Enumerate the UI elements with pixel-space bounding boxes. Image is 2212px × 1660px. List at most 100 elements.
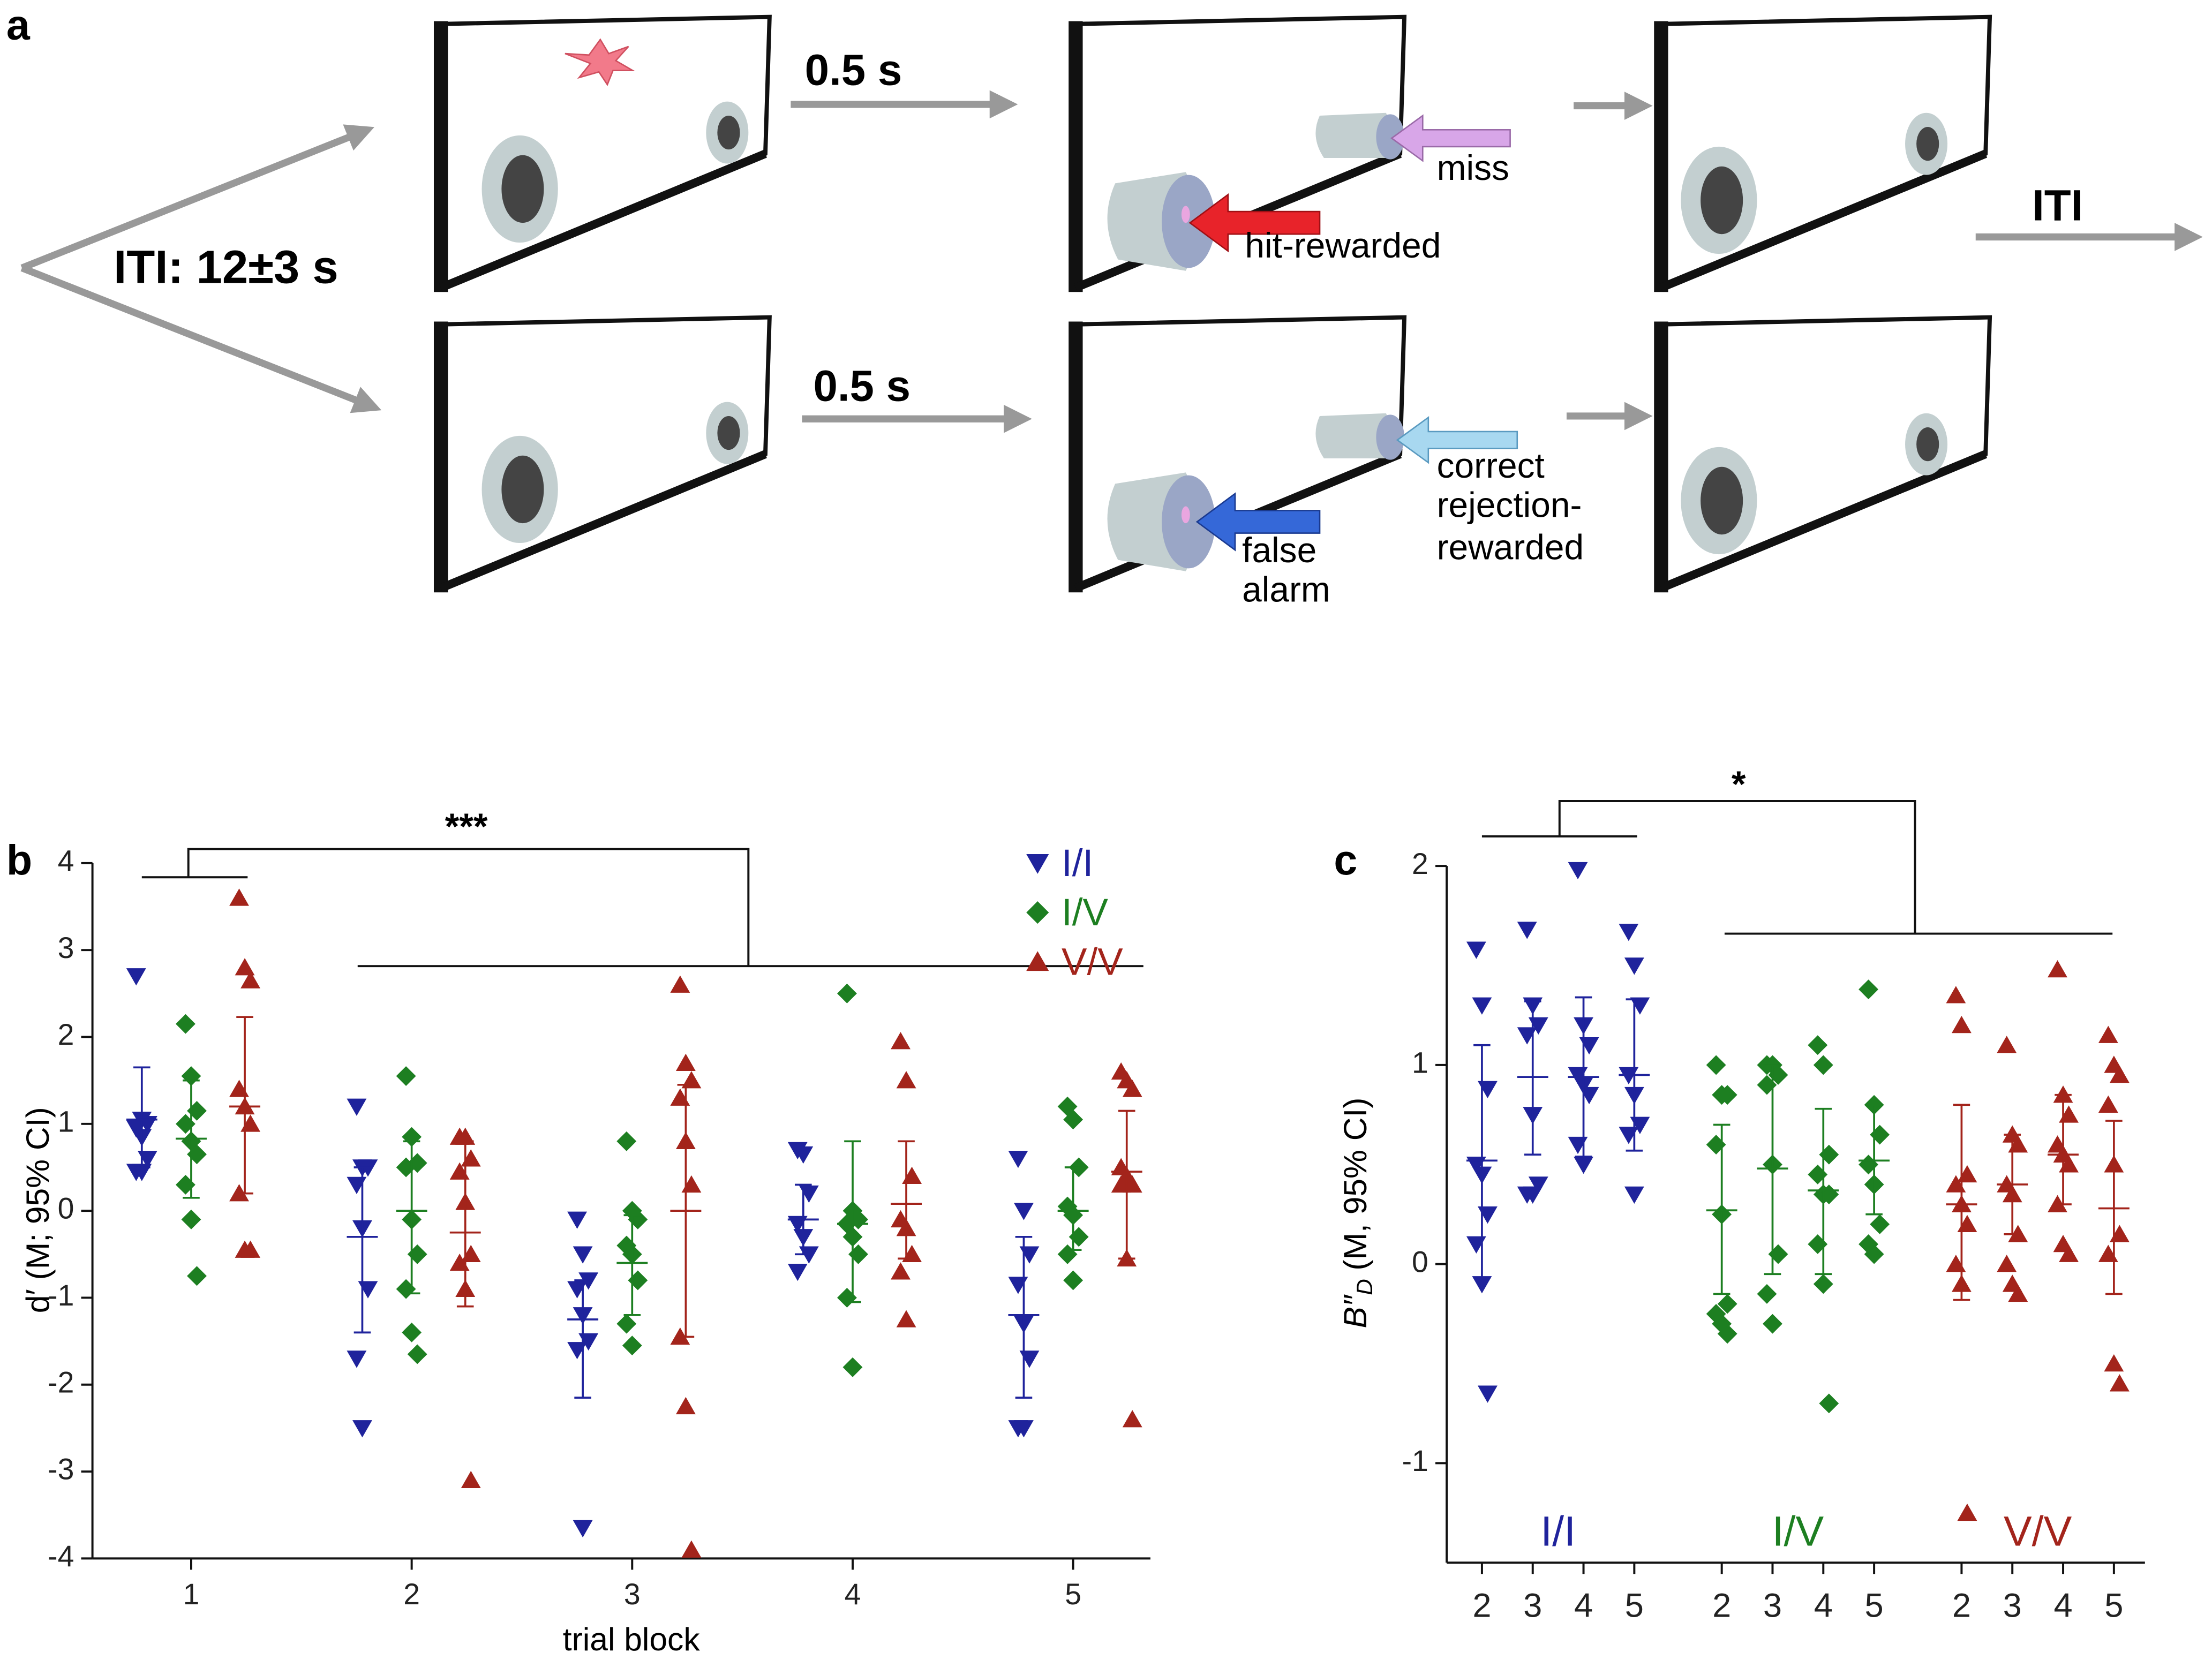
y-tick-label: -1 (48, 1279, 74, 1312)
y-tick-label: 1 (1412, 1046, 1428, 1080)
data-point (240, 1114, 261, 1132)
false-alarm-arrow (1195, 492, 1321, 552)
confidence-interval (2105, 1120, 2123, 1295)
confidence-interval (1473, 1044, 1491, 1279)
data-point (1014, 1203, 1034, 1220)
data-point (567, 1342, 588, 1360)
light-stimulus (565, 38, 636, 86)
confidence-interval (133, 1066, 151, 1168)
confidence-interval (1865, 1104, 1883, 1216)
confidence-interval (456, 1140, 474, 1308)
data-point (1008, 1277, 1028, 1294)
data-point (1466, 1236, 1486, 1254)
data-point (2059, 1244, 2079, 1262)
data-point (1057, 1244, 1078, 1264)
group-label: V/V (2004, 1507, 2072, 1555)
data-point (407, 1344, 427, 1364)
data-point (347, 1098, 367, 1116)
data-point (187, 1266, 207, 1286)
legend-marker (1026, 854, 1049, 874)
data-point (2109, 1225, 2130, 1242)
data-point (1568, 862, 1588, 880)
data-point (1478, 1206, 1498, 1224)
x-tick-label: 4 (845, 1578, 861, 1611)
data-point (2008, 1284, 2028, 1302)
x-tick-label: 5 (1865, 1587, 1884, 1624)
significance: * (1732, 764, 1746, 805)
confidence-interval (844, 1140, 861, 1303)
data-point (616, 1235, 637, 1256)
panel-a: a ITI: 12±3 s 0.5 s 0.5 s hit-rewarded m… (6, 1, 2203, 609)
data-point (567, 1281, 588, 1299)
data-point (1946, 1255, 1966, 1272)
x-tick-label: 3 (1523, 1587, 1542, 1624)
data-point (1997, 1255, 2017, 1272)
data-point (837, 1288, 857, 1308)
data-point (1813, 1055, 1833, 1075)
data-point (1859, 1155, 1879, 1175)
data-point (1864, 1244, 1884, 1264)
y-tick-label: 2 (1412, 847, 1428, 880)
x-tick-label: 3 (2003, 1587, 2022, 1624)
x-tick-label: 4 (1574, 1587, 1593, 1624)
x-tick-label: 5 (1065, 1578, 1081, 1611)
x-tick-label: 2 (1952, 1587, 1971, 1624)
data-point (675, 1053, 696, 1071)
data-point (1870, 1214, 1890, 1234)
legend-marker (1026, 951, 1049, 971)
data-point (358, 1281, 378, 1299)
data-point (1706, 1055, 1726, 1075)
data-point (187, 1101, 207, 1121)
data-point (1957, 1214, 1977, 1233)
arrow (20, 124, 374, 271)
data-point (1472, 997, 1492, 1015)
data-point (235, 958, 255, 976)
data-point (1808, 1164, 1828, 1184)
data-point (1870, 1125, 1890, 1145)
data-point (126, 968, 146, 986)
data-point (2104, 1354, 2124, 1372)
data-point (229, 1080, 249, 1097)
data-point (573, 1246, 593, 1264)
y-axis-label: B″D (M, 95% CI) (1337, 1098, 1377, 1329)
data-point (1763, 1314, 1782, 1334)
data-point (175, 1114, 195, 1134)
hit-arrow (1188, 193, 1321, 253)
data-point (1528, 1176, 1548, 1194)
delay-label: 0.5 s (805, 46, 902, 95)
data-point (396, 1066, 416, 1086)
response-label: correct (1437, 446, 1545, 485)
data-point (240, 971, 261, 989)
x-tick-label: 3 (624, 1578, 641, 1611)
response-label: hit-rewarded (1245, 225, 1441, 265)
x-tick-label: 3 (1763, 1587, 1782, 1624)
x-axis-label: trial block (563, 1621, 701, 1657)
confidence-interval (1713, 1123, 1731, 1295)
confidence-interval (898, 1140, 915, 1260)
data-point (1946, 986, 1966, 1003)
y-tick-label: -1 (1402, 1444, 1428, 1477)
data-point (1813, 1274, 1833, 1294)
legend-label: V/V (1062, 941, 1123, 983)
confidence-interval (1815, 1107, 1832, 1276)
y-tick-label: -2 (48, 1365, 74, 1399)
y-label-main: B″ (1337, 1294, 1373, 1328)
iti-label: ITI: 12±3 s (114, 242, 338, 293)
legend-marker (1026, 901, 1049, 924)
data-point (1997, 1036, 2017, 1053)
data-point (461, 1149, 481, 1167)
y-label-sub: D (1352, 1279, 1377, 1295)
data-point (1706, 1135, 1726, 1155)
data-point (1717, 1294, 1737, 1314)
data-point (1957, 1165, 1977, 1183)
data-point (240, 1240, 261, 1258)
panel-label: b (6, 836, 32, 884)
data-point (1122, 1410, 1142, 1428)
correct-rejection-arrow (1396, 416, 1518, 464)
confidence-interval (236, 1016, 253, 1195)
data-point (175, 1175, 195, 1195)
data-point (175, 1014, 195, 1034)
data-point (567, 1211, 588, 1229)
data-point (799, 1185, 819, 1203)
confidence-interval (1524, 1000, 1541, 1156)
